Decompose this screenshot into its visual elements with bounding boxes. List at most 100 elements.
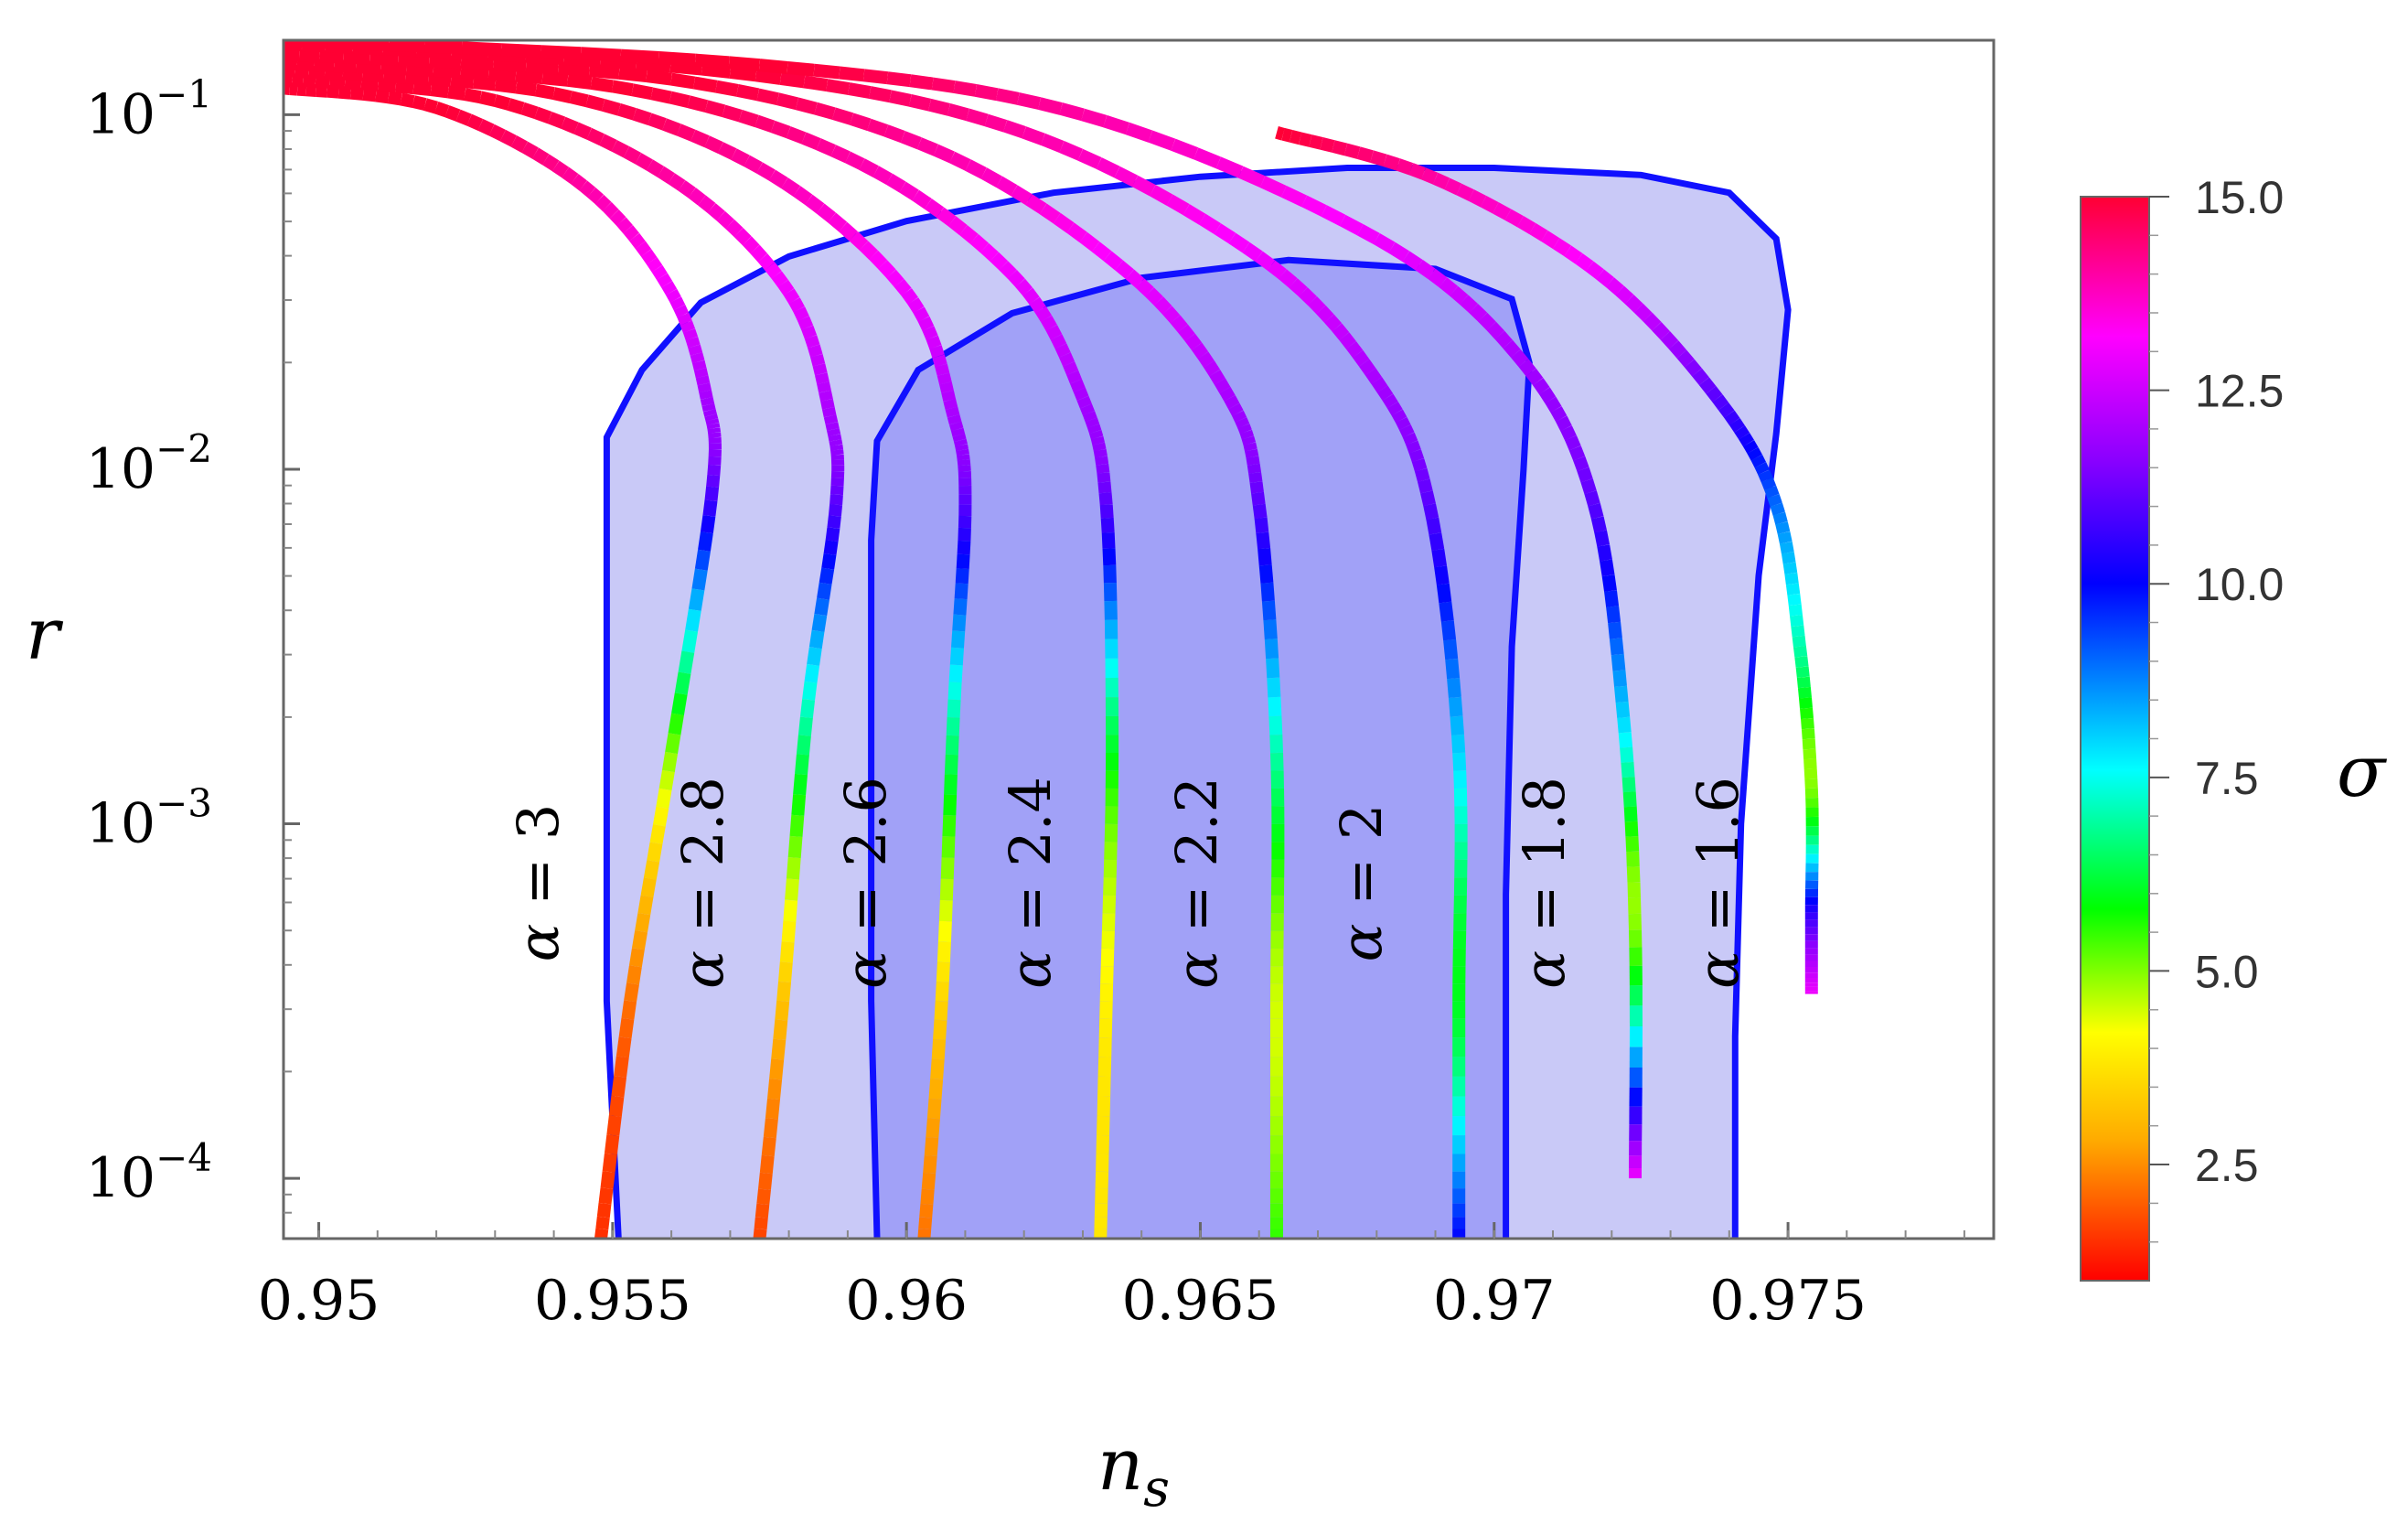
plot-frame [282, 38, 1996, 1240]
alpha-curve-segment [1228, 402, 1244, 416]
alpha-curve-segment [294, 64, 309, 79]
alpha-curve-segment [786, 857, 801, 880]
alpha-curve-segment [877, 260, 896, 279]
alpha-curve-1.6 [1275, 126, 1819, 994]
alpha-curve-segment [1029, 296, 1046, 314]
alpha-curve-segment [1800, 707, 1814, 720]
alpha-curve-segment [701, 402, 716, 413]
alpha-curve-segment [742, 236, 760, 254]
alpha-curve-segment [702, 408, 717, 417]
alpha-curve-segment [931, 77, 956, 93]
alpha-curve-segment [937, 920, 952, 943]
alpha-curve-segment [826, 79, 851, 95]
alpha-curve-segment [1090, 435, 1106, 445]
alpha-curve-segment [342, 67, 364, 81]
alpha-curve-segment [284, 57, 298, 71]
alpha-curve-segment [957, 540, 971, 555]
alpha-curve-segment [1443, 639, 1459, 660]
alpha-curve-segment [755, 114, 776, 134]
alpha-curve-segment [1100, 965, 1114, 984]
alpha-curve-segment [707, 464, 722, 477]
alpha-curve-segment [1079, 231, 1100, 252]
alpha-curve-segment [587, 188, 605, 205]
alpha-curve-segment [955, 444, 969, 452]
alpha-curve-segment [1432, 172, 1450, 190]
alpha-curve-segment [314, 59, 335, 72]
alpha-curve-segment [284, 63, 295, 78]
alpha-curve-segment [534, 83, 555, 100]
alpha-curve-segment [1149, 185, 1173, 206]
alpha-curve-segment [1532, 378, 1550, 395]
alpha-curve-segment [460, 65, 489, 80]
alpha-curve-segment [621, 1000, 637, 1020]
alpha-curve-segment [765, 262, 782, 279]
alpha-curve-segment [1440, 620, 1457, 641]
alpha-curve-segment [598, 1187, 614, 1205]
alpha-curve-segment [704, 486, 720, 501]
alpha-curve-segment [594, 194, 612, 211]
alpha-curve-segment [615, 217, 633, 234]
alpha-curve-segment [1059, 102, 1085, 122]
alpha-curve-segment [828, 212, 848, 232]
alpha-curve-segment [1098, 492, 1113, 506]
alpha-curve-segment [1584, 490, 1600, 507]
alpha-curve-segment [783, 288, 800, 305]
alpha-curve-segment [935, 982, 949, 1002]
alpha-curve-segment [1275, 126, 1285, 141]
alpha-curve-segment [1590, 516, 1607, 533]
alpha-curve-segment [813, 63, 840, 80]
alpha-curve-segment [668, 713, 684, 735]
alpha-curve-segment [1103, 859, 1118, 878]
alpha-curve-segment [1104, 823, 1118, 842]
alpha-curve-segment [1102, 548, 1117, 566]
alpha-curve-segment [700, 514, 716, 534]
alpha-curve-segment [1750, 455, 1767, 468]
alpha-curve-segment [787, 61, 815, 77]
alpha-curve-segment [1022, 126, 1045, 145]
alpha-curve-segment [966, 108, 989, 127]
alpha-curve-segment [632, 108, 652, 125]
alpha-curve-segment [1204, 360, 1221, 377]
alpha-curve-segment [811, 614, 828, 632]
alpha-curve-segment [586, 127, 605, 145]
alpha-curve-segment [1059, 141, 1084, 161]
alpha-curve-segment [1103, 114, 1130, 135]
alpha-curve-segment [1516, 216, 1536, 234]
alpha-curve-segment [296, 82, 307, 97]
alpha-curve-segment [615, 1036, 632, 1058]
alpha-curve-segment [1528, 222, 1548, 241]
alpha-curve-segment [466, 113, 484, 131]
alpha-curve-segment [643, 860, 660, 880]
alpha-curve-segment [611, 1076, 627, 1098]
alpha-curve-segment [695, 375, 711, 386]
alpha-curve-segment [566, 73, 593, 90]
alpha-curve-segment [1560, 425, 1577, 441]
alpha-curve-segment [1540, 230, 1560, 250]
alpha-curve-segment [944, 754, 958, 775]
alpha-curve-segment [1219, 386, 1236, 402]
alpha-curve-segment [690, 352, 705, 364]
alpha-curve-segment [1299, 287, 1317, 306]
alpha-curve-segment [1353, 349, 1370, 367]
alpha-curve-segment [541, 154, 560, 172]
alpha-curve-segment [1125, 122, 1153, 143]
alpha-curve-segment [1254, 517, 1269, 534]
alpha-curve-segment [980, 167, 1002, 188]
alpha-curve-segment [344, 76, 362, 91]
alpha-curve-segment [708, 432, 722, 438]
alpha-curve-segment [1564, 245, 1583, 264]
alpha-curve-segment [611, 80, 634, 97]
alpha-curve-segment [433, 63, 462, 79]
alpha-curve-segment [1184, 333, 1203, 350]
alpha-curve-segment [947, 699, 961, 718]
alpha-curve-segment [1628, 913, 1642, 930]
alpha-curve-segment [488, 123, 506, 142]
alpha-curve-segment [1626, 851, 1640, 867]
alpha-curve-segment [825, 422, 840, 431]
colorbar-label: σ [2337, 731, 2387, 813]
alpha-curve-segment [1252, 503, 1268, 520]
alpha-curve-segment [763, 1118, 778, 1139]
alpha-curve-segment [1370, 150, 1387, 167]
x-tick-label: 0.975 [1709, 1269, 1867, 1333]
alpha-curve-segment [444, 105, 461, 122]
